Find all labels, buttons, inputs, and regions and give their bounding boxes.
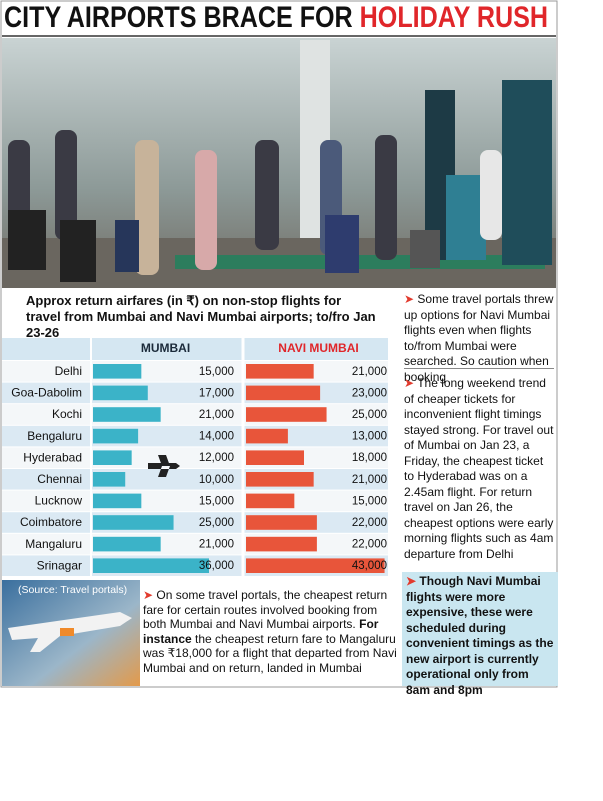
- header-bg: [2, 338, 388, 360]
- sidebar-note: ➤ The long weekend trend of cheaper tick…: [404, 376, 554, 561]
- value-label: 36,000: [199, 560, 234, 572]
- sidebar-note: ➤ Some travel portals threw up options f…: [404, 292, 554, 384]
- chart-subtitle: Approx return airfares (in ₹) on non-sto…: [26, 293, 376, 340]
- category-label: Hyderabad: [23, 450, 82, 464]
- sidebar-text: Some travel portals threw up options for…: [404, 292, 554, 384]
- bar: [93, 515, 174, 530]
- bar: [93, 558, 209, 573]
- value-label: 14,000: [199, 431, 234, 443]
- category-label: Coimbatore: [20, 515, 82, 529]
- value-label: 15,000: [352, 495, 387, 507]
- bar: [246, 428, 288, 444]
- category-label: Bengaluru: [27, 429, 82, 443]
- bar: [93, 493, 142, 509]
- bar: [93, 428, 139, 444]
- bar: [246, 472, 314, 487]
- bar: [93, 364, 142, 379]
- bar: [93, 407, 161, 422]
- value-label: 21,000: [352, 366, 387, 378]
- legend-label: MUMBAI: [141, 341, 190, 355]
- category-label: Kochi: [52, 407, 82, 421]
- legend-label: NAVI MUMBAI: [278, 341, 358, 355]
- sidebar-highlight: ➤ Though Navi Mumbai flights were more e…: [402, 572, 558, 697]
- photo: [2, 38, 556, 288]
- bar: [246, 515, 317, 530]
- value-label: 17,000: [199, 387, 234, 399]
- title: CITY AIRPORTS BRACE FOR HOLIDAY RUSH: [4, 1, 548, 34]
- bar: [246, 364, 314, 379]
- value-label: 18,000: [352, 452, 387, 464]
- category-label: Goa-Dabolim: [11, 386, 82, 400]
- value-label: 25,000: [352, 409, 387, 421]
- bar: [246, 407, 327, 422]
- value-label: 10,000: [199, 474, 234, 486]
- value-label: 21,000: [199, 409, 234, 421]
- bar: [246, 536, 317, 552]
- frame: [0, 0, 558, 688]
- bar: [93, 450, 132, 465]
- sidebar-text: Though Navi Mumbai flights were more exp…: [406, 574, 554, 697]
- category-label: Lucknow: [35, 494, 83, 508]
- bar: [246, 558, 385, 573]
- category-label: Delhi: [55, 364, 82, 378]
- value-label: 23,000: [352, 387, 387, 399]
- category-label: Srinagar: [37, 558, 82, 572]
- bar: [93, 385, 148, 401]
- bar: [246, 450, 304, 465]
- bottom-note: ➤ On some travel portals, the cheapest r…: [143, 588, 397, 675]
- value-label: 13,000: [352, 431, 387, 443]
- note-text: the cheapest return fare to Mangaluru wa…: [143, 631, 397, 675]
- bar: [246, 493, 295, 509]
- bar: [93, 472, 126, 487]
- source: (Source: Travel portals): [18, 584, 127, 596]
- bar: [246, 385, 321, 401]
- note-bold: For instance: [143, 617, 379, 646]
- note-text: On some travel portals, the cheapest ret…: [143, 588, 388, 632]
- value-label: 22,000: [352, 539, 387, 551]
- value-label: 12,000: [199, 452, 234, 464]
- title-part: CITY AIRPORTS BRACE FOR: [4, 1, 353, 34]
- value-label: 21,000: [352, 474, 387, 486]
- category-label: Chennai: [37, 472, 82, 486]
- category-label: Mangaluru: [25, 537, 82, 551]
- value-label: 21,000: [199, 539, 234, 551]
- value-label: 15,000: [199, 366, 234, 378]
- value-label: 43,000: [352, 560, 387, 572]
- sidebar-text: The long weekend trend of cheaper ticket…: [404, 376, 554, 561]
- plane-photo: [2, 580, 140, 686]
- value-label: 15,000: [199, 495, 234, 507]
- value-label: 22,000: [352, 517, 387, 529]
- bar: [93, 536, 161, 552]
- title-part: HOLIDAY RUSH: [360, 1, 548, 34]
- plane-icon: [148, 455, 180, 477]
- value-label: 25,000: [199, 517, 234, 529]
